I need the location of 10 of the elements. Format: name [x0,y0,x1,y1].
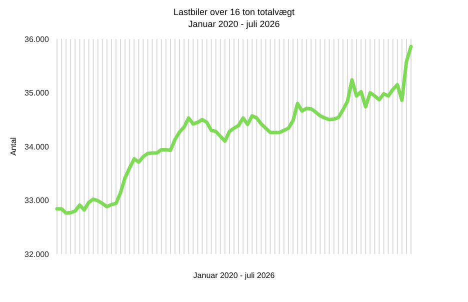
chart-subtitle: Januar 2020 - juli 2026 [188,19,280,29]
y-tick-label: 33.000 [24,196,50,206]
x-axis-title: Januar 2020 - juli 2026 [193,271,276,280]
y-axis-title: Antal [9,137,18,156]
chart-title: Lastbiler over 16 ton totalvægt [173,7,296,17]
y-tick-label: 36.000 [24,34,50,44]
y-tick-label: 34.000 [24,142,50,152]
y-tick-label: 35.000 [24,88,50,98]
line-series [55,44,413,215]
y-tick-label: 32.000 [24,250,50,259]
